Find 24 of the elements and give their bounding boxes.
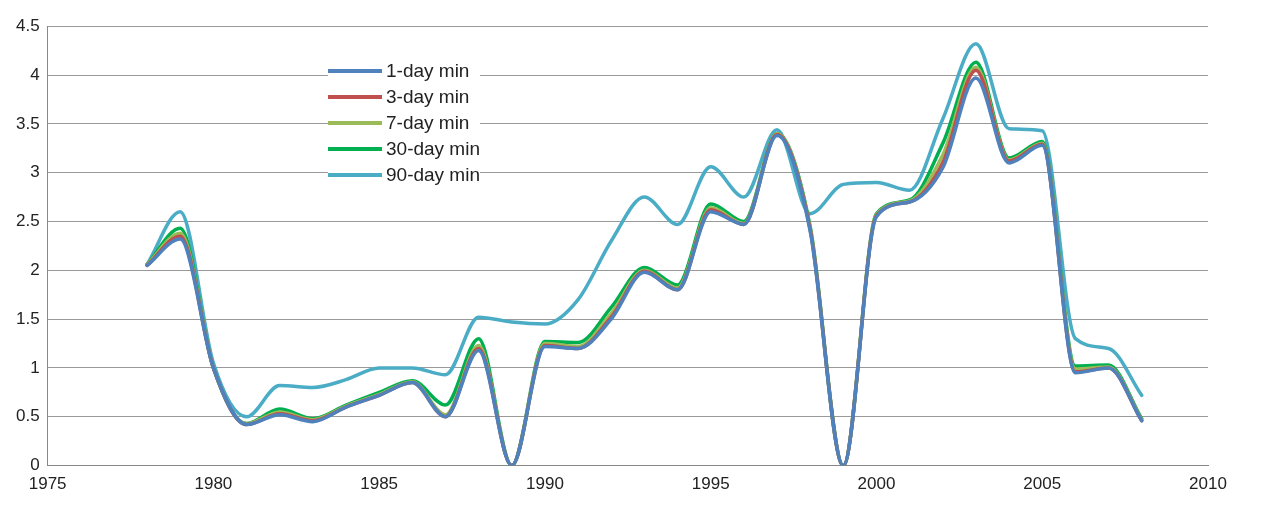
- y-tick-label: 3: [30, 162, 40, 182]
- y-tick-label: 4: [30, 64, 40, 84]
- x-tick-label: 2005: [1023, 474, 1062, 494]
- y-tick-label: 0.5: [15, 406, 40, 426]
- x-tick-label: 1985: [360, 474, 399, 494]
- line-series: [145, 42, 1144, 419]
- legend-label: 30-day min: [386, 138, 480, 160]
- x-tick-label: 1980: [194, 474, 233, 494]
- x-tick-label: 2010: [1189, 474, 1227, 494]
- y-tick-label: 3.5: [15, 113, 40, 133]
- legend-label: 1-day min: [386, 60, 470, 82]
- x-tick-label: 1990: [526, 474, 564, 494]
- x-tick-label: 2000: [857, 474, 896, 494]
- legend-label: 7-day min: [386, 112, 470, 134]
- x-tick-label: 1995: [691, 474, 730, 494]
- legend-label: 3-day min: [386, 86, 470, 108]
- y-tick-label: 0: [30, 455, 40, 475]
- y-tick-label: 4.5: [15, 15, 40, 35]
- y-tick-label: 1.5: [15, 308, 40, 328]
- y-tick-label: 2.5: [15, 211, 40, 231]
- y-tick-label: 1: [30, 357, 40, 377]
- x-tick-label: 1975: [28, 474, 67, 494]
- y-tick-label: 2: [30, 260, 40, 279]
- legend-label: 90-day min: [386, 164, 480, 186]
